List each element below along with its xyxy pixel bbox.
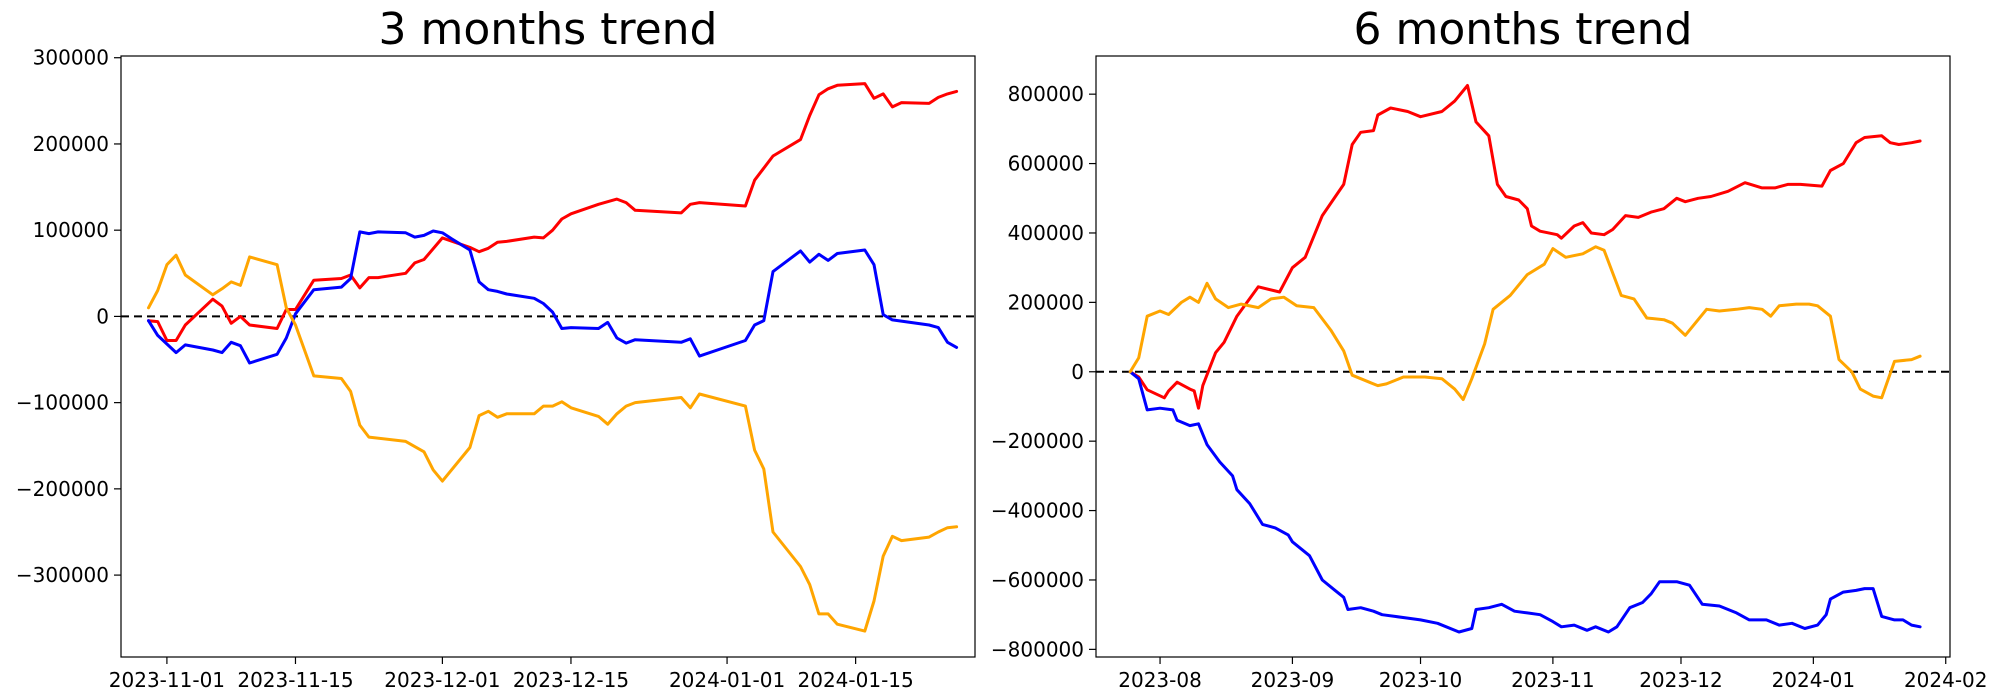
x-tick-label-2023-11-15: 2023-11-15 (237, 668, 353, 692)
y-tick-label-0: 0 (1071, 360, 1084, 384)
chart-3-months: 3 months trend 300000 200000 100000 0 −100000… (16, 4, 976, 692)
x-tick-label-2023-11: 2023-11 (1511, 668, 1595, 692)
x-tick-label-2023-10: 2023-10 (1379, 668, 1463, 692)
x-tick-label-2024-01-01: 2024-01-01 (669, 668, 785, 692)
y-tick-label-800000: −800000 (991, 637, 1084, 661)
y-tick-label-600000: 600000 (1008, 152, 1084, 176)
y-tick-label-400000: −400000 (991, 499, 1084, 523)
y-tick-label-300000: −300000 (16, 563, 109, 587)
y-tick-label-100000: −100000 (16, 391, 109, 415)
x-tick-label-2023-08: 2023-08 (1118, 668, 1202, 692)
series-line-1 (1128, 84, 1922, 410)
x-tick-label-2023-09: 2023-09 (1251, 668, 1335, 692)
y-tick-label-600000: −600000 (991, 568, 1084, 592)
plot-frame (120, 55, 976, 658)
y-tick-label-200000: −200000 (16, 477, 109, 501)
series-line-3 (1128, 245, 1922, 401)
x-tick-label-2023-12-01: 2023-12-01 (384, 668, 500, 692)
series-line-3 (147, 253, 959, 633)
y-tick-label-400000: 400000 (1008, 221, 1084, 245)
x-tick-label-2024-01: 2024-01 (1772, 668, 1856, 692)
series-line-1 (147, 82, 959, 342)
x-tick-label-2024-01-15: 2024-01-15 (798, 668, 914, 692)
y-tick-label-0: 0 (96, 304, 109, 328)
x-tick-label-2023-12-15: 2023-12-15 (513, 668, 629, 692)
y-tick-label-200000: −200000 (991, 429, 1084, 453)
x-tick-label-2023-12: 2023-12 (1639, 668, 1723, 692)
plot-frame (1095, 55, 1951, 658)
series-line-2 (147, 229, 959, 365)
chart-6-months: 6 months trend 800000 600000 400000 200000 0 −… (991, 4, 1988, 692)
chart-title: 6 months trend (1354, 4, 1693, 55)
y-tick-label-800000: 800000 (1008, 82, 1084, 106)
series-line-2 (1128, 370, 1922, 634)
x-tick-label-2024-02: 2024-02 (1904, 668, 1988, 692)
x-tick-label-2023-11-01: 2023-11-01 (109, 668, 225, 692)
y-tick-label-200000: 200000 (33, 132, 109, 156)
y-tick-label-300000: 300000 (33, 46, 109, 70)
y-tick-label-100000: 100000 (33, 218, 109, 242)
y-tick-label-200000: 200000 (1008, 290, 1084, 314)
chart-title: 3 months trend (379, 4, 718, 55)
